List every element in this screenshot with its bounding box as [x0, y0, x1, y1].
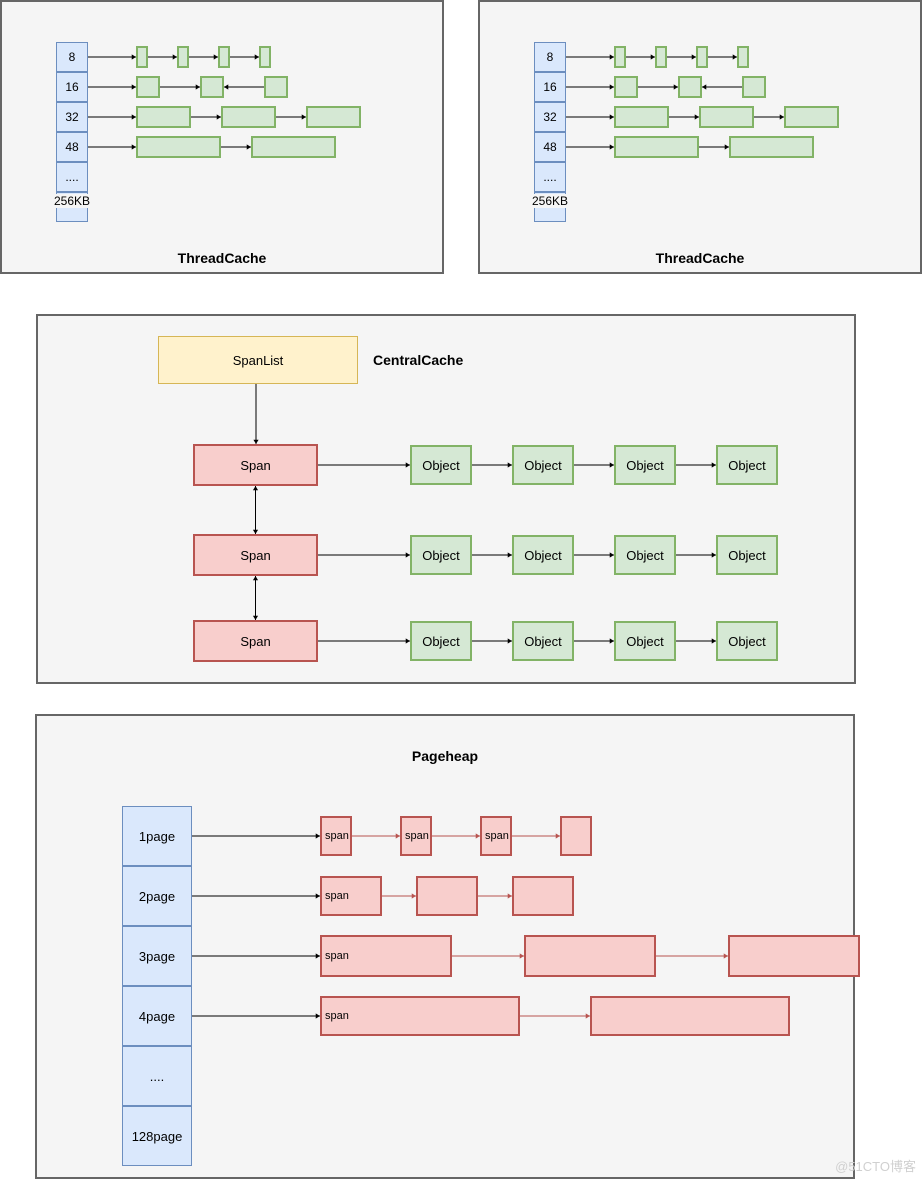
size-class-cell: .... — [56, 162, 88, 192]
pageheap-title: Pageheap — [37, 748, 853, 764]
free-block — [614, 46, 626, 68]
page-span-box: span — [320, 935, 452, 977]
centralcache-panel: CentralCache SpanList Span Object Object Obje… — [36, 314, 856, 684]
free-block — [306, 106, 361, 128]
free-block — [742, 76, 766, 98]
threadcache-panel-2: 8163248.... 256KB ThreadCache — [478, 0, 922, 274]
bottom-size-label: 256KB — [528, 194, 572, 208]
page-class-cell: 4page — [122, 986, 192, 1046]
free-block — [136, 136, 221, 158]
pageheap-panel: Pageheap 1page2page3page4page....128page s… — [35, 714, 855, 1179]
spanlist-box: SpanList — [158, 336, 358, 384]
size-class-cell: 8 — [534, 42, 566, 72]
page-span-box — [416, 876, 478, 916]
free-block — [218, 46, 230, 68]
object-box: Object — [410, 535, 472, 575]
span-box: Span — [193, 620, 318, 662]
span-box: Span — [193, 534, 318, 576]
object-box: Object — [410, 445, 472, 485]
free-block — [136, 76, 160, 98]
page-span-box: span — [400, 816, 432, 856]
free-block — [177, 46, 189, 68]
free-block — [699, 106, 754, 128]
threadcache-row: 8163248....256KBThreadCache 8163248....2… — [0, 0, 924, 274]
object-box: Object — [512, 621, 574, 661]
page-span-box: span — [480, 816, 512, 856]
page-span-box: span — [320, 996, 520, 1036]
free-block — [729, 136, 814, 158]
page-span-box: span — [320, 876, 382, 916]
free-block — [614, 76, 638, 98]
size-class-cell: 48 — [56, 132, 88, 162]
page-span-box — [590, 996, 790, 1036]
threadcache-panel-1: 8163248.... 256KB ThreadCache — [0, 0, 444, 274]
object-box: Object — [410, 621, 472, 661]
page-class-cell: .... — [122, 1046, 192, 1106]
free-block — [784, 106, 839, 128]
watermark: @51CTO博客 — [835, 1156, 916, 1175]
free-block — [696, 46, 708, 68]
page-span-box — [728, 935, 860, 977]
bottom-size-label: 256KB — [50, 194, 94, 208]
threadcache-title: ThreadCache — [2, 250, 442, 266]
object-box: Object — [614, 445, 676, 485]
object-box: Object — [614, 535, 676, 575]
page-span-box — [512, 876, 574, 916]
threadcache-title: ThreadCache — [480, 250, 920, 266]
size-class-cell: 8 — [56, 42, 88, 72]
page-span-box — [560, 816, 592, 856]
free-block — [737, 46, 749, 68]
page-span-box — [524, 935, 656, 977]
size-class-cell: 16 — [56, 72, 88, 102]
free-block — [251, 136, 336, 158]
free-block — [614, 106, 669, 128]
size-class-cell: 32 — [56, 102, 88, 132]
page-class-cell: 128page — [122, 1106, 192, 1166]
size-class-cell: 32 — [534, 102, 566, 132]
object-box: Object — [512, 445, 574, 485]
page-class-cell: 2page — [122, 866, 192, 926]
size-class-cell: 48 — [534, 132, 566, 162]
object-box: Object — [716, 621, 778, 661]
object-box: Object — [614, 621, 676, 661]
free-block — [136, 46, 148, 68]
free-block — [136, 106, 191, 128]
free-block — [264, 76, 288, 98]
centralcache-title: CentralCache — [373, 352, 463, 368]
free-block — [614, 136, 699, 158]
object-box: Object — [716, 535, 778, 575]
object-box: Object — [512, 535, 574, 575]
object-box: Object — [716, 445, 778, 485]
free-block — [200, 76, 224, 98]
free-block — [655, 46, 667, 68]
free-block — [678, 76, 702, 98]
free-block — [221, 106, 276, 128]
size-class-cell: 16 — [534, 72, 566, 102]
span-box: Span — [193, 444, 318, 486]
page-class-cell: 1page — [122, 806, 192, 866]
page-class-cell: 3page — [122, 926, 192, 986]
free-block — [259, 46, 271, 68]
page-span-box: span — [320, 816, 352, 856]
size-class-cell: .... — [534, 162, 566, 192]
